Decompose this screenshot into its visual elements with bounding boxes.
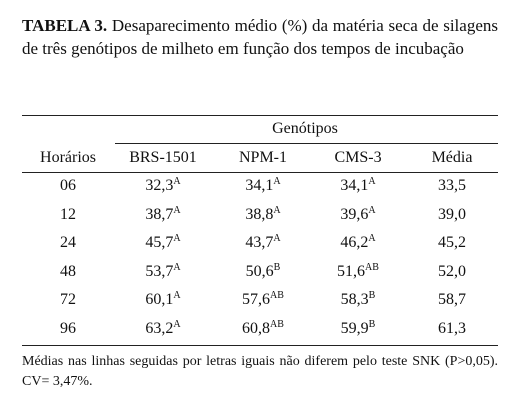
cell-letter: B	[368, 319, 376, 330]
caption: TABELA 3. Desaparecimento médio (%) da m…	[22, 14, 498, 60]
table-top-rule	[22, 115, 498, 116]
table-cell: 34,1A	[245, 177, 280, 195]
table-cell: 06	[60, 177, 76, 195]
cell-value: 06	[60, 177, 76, 194]
cell-value: 48	[60, 262, 76, 280]
table-cell: 48	[60, 263, 76, 281]
cell-value: 60,8	[242, 320, 271, 337]
footnote: Médias nas linhas seguidas por letras ig…	[22, 354, 498, 389]
cell-value: 72	[60, 291, 76, 309]
table-cell: 50,6B	[245, 261, 281, 281]
table-bottom-rule	[22, 345, 498, 346]
table-cell: 72	[60, 291, 76, 309]
cell-value: 52,0	[438, 262, 466, 280]
cell-value: 58,7	[438, 291, 466, 309]
cell-value: 39,0	[438, 205, 466, 223]
cell-value: 33,5	[438, 177, 466, 194]
table-cell: 43,7A	[245, 234, 280, 252]
table-cell: 39,6A	[340, 204, 376, 224]
table-cell: 38,7A	[145, 204, 181, 224]
table-cell: 57,6AB	[242, 291, 284, 309]
caption-text: Desaparecimento médio (%) da matéria sec…	[22, 16, 498, 58]
table-cell: 58,3B	[341, 291, 376, 309]
column-header: Média	[431, 149, 473, 166]
cell-value: 12	[60, 205, 76, 223]
cell-letter: A	[368, 233, 376, 245]
column-header: Horários	[40, 149, 96, 166]
table-cell: 38,8A	[245, 204, 281, 224]
group-rule	[115, 143, 498, 144]
table-cell: 32,3A	[145, 177, 180, 195]
cell-letter: AB	[365, 261, 379, 273]
cell-value: 96	[60, 320, 76, 337]
cell-letter: B	[273, 261, 281, 273]
cell-letter: AB	[270, 290, 284, 302]
table-cell: 33,5	[438, 177, 466, 195]
cell-letter: A	[173, 261, 181, 273]
table-cell: 46,2A	[340, 234, 375, 252]
cell-value: 57,6	[242, 291, 271, 309]
table-cell: 63,2A	[145, 320, 180, 338]
table-cell: 60,1A	[145, 291, 180, 309]
table-cell: 39,0	[438, 206, 466, 224]
cell-letter: A	[173, 319, 181, 330]
table-cell: 59,9B	[341, 320, 376, 338]
cell-letter: B	[368, 290, 376, 302]
cell-value: 59,9	[340, 320, 369, 337]
cell-letter: A	[273, 233, 281, 245]
cell-value: 32,3	[145, 177, 174, 194]
cell-value: 46,2	[340, 234, 369, 252]
cell-value: 63,2	[145, 320, 174, 337]
cell-value: 39,6	[340, 205, 369, 223]
cell-letter: A	[273, 176, 281, 187]
cell-value: 38,7	[145, 205, 174, 223]
table-cell: 61,3	[438, 320, 466, 338]
table-cell: 45,7A	[145, 234, 180, 252]
cell-letter: A	[173, 176, 181, 187]
column-header: CMS-3	[334, 149, 382, 166]
cell-value: 58,3	[340, 291, 369, 309]
header-rule	[22, 172, 498, 173]
cell-letter: A	[368, 176, 376, 187]
cell-value: 60,1	[145, 291, 174, 309]
table-cell: 51,6AB	[337, 261, 379, 281]
cell-value: 24	[60, 234, 76, 252]
cell-letter: A	[173, 290, 181, 302]
cell-value: 43,7	[245, 234, 274, 252]
cell-value: 45,7	[145, 234, 174, 252]
cell-value: 38,8	[245, 205, 274, 223]
cell-value: 45,2	[438, 234, 466, 252]
table-cell: 96	[60, 320, 76, 338]
cell-value: 34,1	[245, 177, 274, 194]
cell-letter: AB	[270, 319, 284, 330]
cell-letter: A	[273, 204, 281, 216]
table-cell: 58,7	[438, 291, 466, 309]
table-cell: 12	[60, 206, 76, 224]
cell-value: 53,7	[145, 262, 174, 280]
cell-letter: A	[173, 204, 181, 216]
table-cell: 52,0	[438, 263, 466, 281]
table-cell: 34,1A	[340, 177, 375, 195]
caption-label: TABELA 3.	[22, 16, 108, 35]
cell-letter: A	[173, 233, 181, 245]
cell-value: 50,6	[245, 262, 274, 280]
column-header: BRS-1501	[129, 149, 197, 166]
table-cell: 45,2	[438, 234, 466, 252]
group-header: Genótipos	[272, 120, 338, 137]
table-cell: 53,7A	[145, 261, 181, 281]
cell-value: 61,3	[438, 320, 466, 337]
cell-letter: A	[368, 204, 376, 216]
table-cell: 60,8AB	[242, 320, 284, 338]
table-cell: 24	[60, 234, 76, 252]
cell-value: 34,1	[340, 177, 369, 194]
column-header: NPM-1	[238, 149, 288, 166]
cell-value: 51,6	[337, 262, 366, 280]
